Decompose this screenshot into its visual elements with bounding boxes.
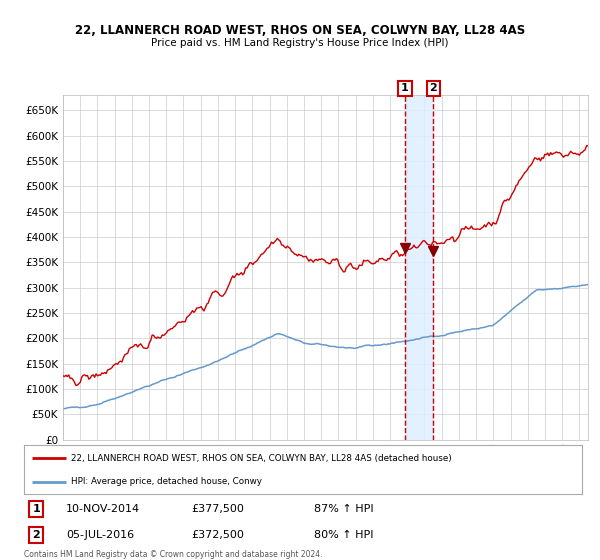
Text: 2: 2 [430,83,437,94]
Text: 80% ↑ HPI: 80% ↑ HPI [314,530,374,540]
Text: 22, LLANNERCH ROAD WEST, RHOS ON SEA, COLWYN BAY, LL28 4AS: 22, LLANNERCH ROAD WEST, RHOS ON SEA, CO… [75,24,525,36]
Text: Contains HM Land Registry data © Crown copyright and database right 2024.
This d: Contains HM Land Registry data © Crown c… [24,550,323,560]
Text: £377,500: £377,500 [191,504,244,514]
Text: 87% ↑ HPI: 87% ↑ HPI [314,504,374,514]
Text: £372,500: £372,500 [191,530,244,540]
Text: 2: 2 [32,530,40,540]
Text: Price paid vs. HM Land Registry's House Price Index (HPI): Price paid vs. HM Land Registry's House … [151,38,449,48]
Text: 10-NOV-2014: 10-NOV-2014 [66,504,140,514]
Bar [405,95,433,440]
Text: 22, LLANNERCH ROAD WEST, RHOS ON SEA, COLWYN BAY, LL28 4AS (detached house): 22, LLANNERCH ROAD WEST, RHOS ON SEA, CO… [71,454,452,463]
Text: 1: 1 [32,504,40,514]
Text: HPI: Average price, detached house, Conwy: HPI: Average price, detached house, Conw… [71,477,262,486]
Text: 05-JUL-2016: 05-JUL-2016 [66,530,134,540]
Text: 1: 1 [401,83,409,94]
